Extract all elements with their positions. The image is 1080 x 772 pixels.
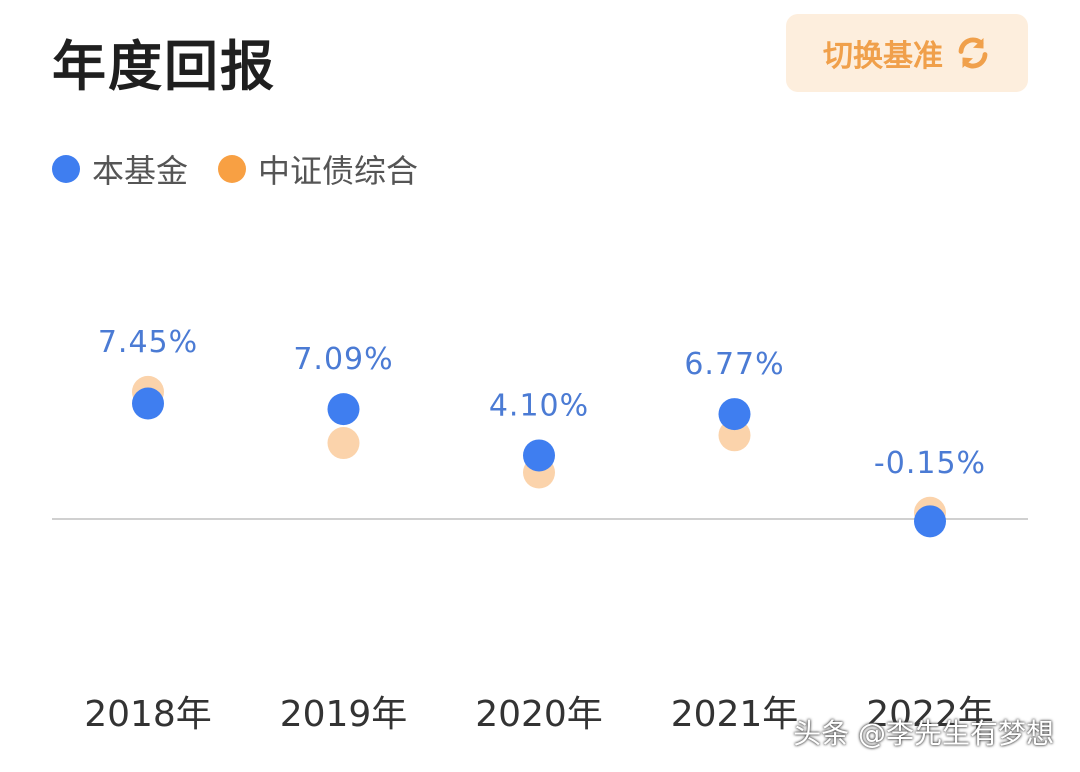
legend-item-benchmark[interactable]: 中证债综合 — [218, 146, 418, 192]
page-title: 年度回报 — [52, 35, 276, 98]
fund-point — [914, 505, 946, 538]
x-tick-label: 2021年 — [671, 694, 799, 735]
x-tick-label: 2019年 — [280, 694, 408, 735]
legend-dot-fund — [52, 155, 80, 183]
switch-benchmark-label: 切换基准 — [823, 39, 943, 74]
data-label: 7.09% — [293, 342, 393, 377]
data-label: -0.15% — [874, 446, 986, 481]
fund-point — [327, 393, 360, 426]
legend-label-benchmark: 中证债综合 — [258, 152, 419, 190]
chart-legend: 本基金 中证债综合 — [52, 146, 448, 192]
switch-benchmark-button[interactable]: 切换基准 — [786, 14, 1028, 92]
data-label: 6.77% — [684, 347, 784, 382]
data-label: 7.45% — [98, 325, 198, 360]
benchmark-point — [327, 427, 360, 460]
x-tick-label: 2022年 — [866, 694, 994, 735]
watermark: 头条 @李先生有梦想 — [793, 717, 1054, 750]
fund-point — [523, 439, 555, 472]
legend-item-fund[interactable]: 本基金 — [52, 146, 188, 192]
legend-dot-benchmark — [218, 155, 247, 183]
fund-point — [718, 398, 751, 431]
refresh-icon — [958, 37, 988, 69]
x-tick-label: 2020年 — [475, 694, 603, 735]
x-tick-label: 2018年 — [84, 694, 212, 735]
fund-point — [132, 387, 164, 420]
data-label: 4.10% — [489, 388, 589, 423]
legend-label-fund: 本基金 — [92, 152, 189, 190]
